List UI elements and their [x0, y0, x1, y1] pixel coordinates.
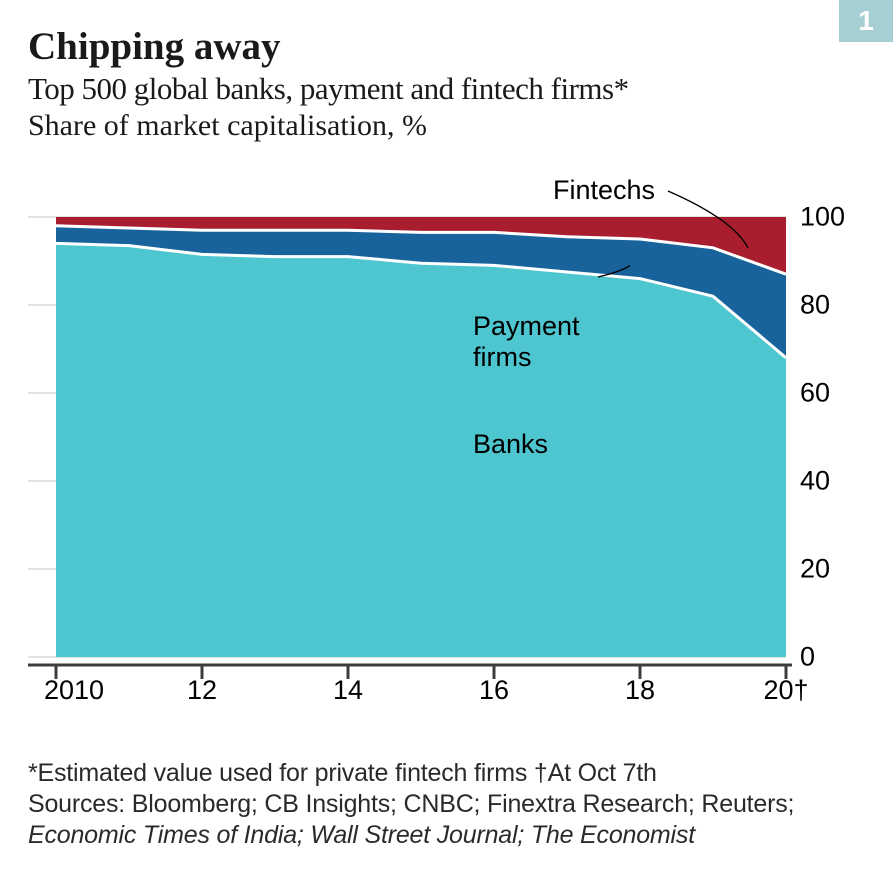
- xtick-20: 20†: [763, 675, 808, 706]
- label-fintechs: Fintechs: [553, 175, 655, 206]
- label-payment-line1: Payment firms: [473, 311, 580, 373]
- xtick-18: 18: [625, 675, 655, 706]
- xtick-12: 12: [187, 675, 217, 706]
- ytick-0: 0: [800, 642, 860, 673]
- xtick-16: 16: [479, 675, 509, 706]
- xtick-2010: 2010: [44, 675, 104, 706]
- label-banks: Banks: [473, 429, 548, 460]
- ytick-80: 80: [800, 290, 860, 321]
- chart-subsubtitle: Share of market capitalisation, %: [28, 109, 865, 143]
- footnotes: *Estimated value used for private fintec…: [28, 759, 865, 850]
- ytick-60: 60: [800, 378, 860, 409]
- corner-tab: 1: [839, 0, 893, 42]
- xtick-14: 14: [333, 675, 363, 706]
- ytick-20: 20: [800, 554, 860, 585]
- footnote-2: Sources: Bloomberg; CB Insights; CNBC; F…: [28, 790, 865, 819]
- chart-title: Chipping away: [28, 24, 865, 69]
- chart-subtitle: Top 500 global banks, payment and fintec…: [28, 71, 865, 107]
- footnote-3: Economic Times of India; Wall Street Jou…: [28, 821, 865, 850]
- label-payment: Payment firms: [473, 311, 580, 373]
- chart-area: 100 80 60 40 20 0 2010 12 14 16 18 20† F…: [28, 177, 860, 707]
- stacked-area-chart: [28, 177, 860, 707]
- ytick-100: 100: [800, 202, 860, 233]
- footnote-1: *Estimated value used for private fintec…: [28, 759, 865, 788]
- ytick-40: 40: [800, 466, 860, 497]
